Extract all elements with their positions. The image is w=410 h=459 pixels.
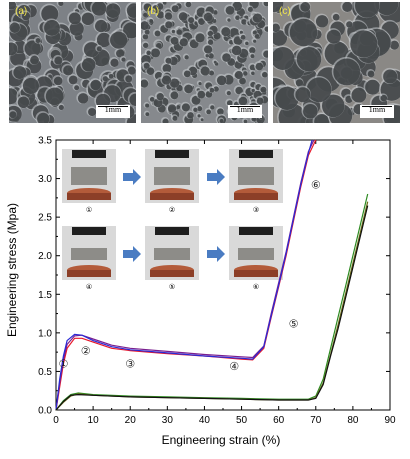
inset-photo [145,226,199,280]
inset-photo [62,149,116,203]
y-tick-label: 2.0 [38,251,52,262]
x-tick-label: 10 [88,415,100,426]
micrograph-c: (c) 1mm [273,2,400,123]
inset-photos: ① ② ③ ④ ⑤ ⑥ [62,149,283,291]
chart-series [55,139,369,411]
inset-photo [229,149,283,203]
sequence-arrow-icon [207,169,225,185]
y-tick-label: 3.0 [38,174,52,185]
micrograph-b: (b) 1mm [141,2,268,123]
stage-marker: ② [81,344,91,357]
y-tick-label: 0.5 [38,367,52,378]
micrograph-c-texture [273,2,400,123]
inset-photo-number: ⑥ [253,283,259,291]
micrograph-c-scalebar: 1mm [360,105,394,118]
x-tick-label: 60 [273,415,285,426]
y-tick-label: 1.0 [38,328,52,339]
series-line-blue [55,139,313,411]
sequence-arrow-icon [123,169,141,185]
y-axis-title: Engineering stress (Mpa) [5,203,19,337]
inset-photo-number: ③ [253,206,259,214]
inset-photo-number: ② [169,206,175,214]
micrograph-a-texture [9,2,136,123]
x-tick-label: 50 [236,415,248,426]
x-tick-label: 80 [347,415,359,426]
inset-photo-number: ④ [86,283,92,291]
inset-photo [62,226,116,280]
stage-marker: ③ [125,358,135,371]
micrograph-c-label: (c) [279,6,291,17]
x-tick-label: 0 [53,415,59,426]
stage-markers: ①②③ ④⑤⑥ [58,179,320,373]
series-line-green [55,193,369,411]
inset-photo-number: ⑤ [169,283,175,291]
series-line-black [55,205,369,411]
micrograph-b-scalebar: 1mm [228,105,262,118]
y-tick-label: 1.5 [38,290,52,301]
micrograph-a: (a) 1mm [9,2,136,123]
sequence-arrow-icon [123,246,141,262]
x-tick-label: 90 [384,415,396,426]
y-tick-label: 0.0 [38,406,52,417]
stage-marker: ⑥ [311,179,321,192]
inset-photo-number: ① [86,206,92,214]
stage-marker: ④ [229,360,239,373]
micrograph-b-texture [141,2,268,123]
x-tick-label: 20 [125,415,137,426]
y-tick-label: 2.5 [38,213,52,224]
x-axis-title: Engineering strain (%) [162,433,281,447]
chart-axes: 0 10 20 30 40 50 60 70 80 90 0.0 0.5 1.0 1.5 2.0 2.5 3.0… [38,136,396,427]
sequence-arrow-icon [207,246,225,262]
inset-photo [145,149,199,203]
x-tick-label: 40 [199,415,211,426]
micrograph-a-scalebar: 1mm [96,105,130,118]
x-tick-label: 30 [162,415,174,426]
y-tick-label: 3.5 [38,136,52,147]
stress-strain-chart: ① ② ③④ ⑤ ⑥ 0 10 20 30 40 50 60 70 80 900.00.51.01.52.… [5,136,396,448]
micrograph-a-label: (a) [15,6,28,17]
micrograph-b-label: (b) [147,6,160,17]
stage-marker: ⑤ [289,317,299,330]
x-tick-label: 70 [310,415,322,426]
stage-marker: ① [58,358,68,371]
inset-photo [229,226,283,280]
